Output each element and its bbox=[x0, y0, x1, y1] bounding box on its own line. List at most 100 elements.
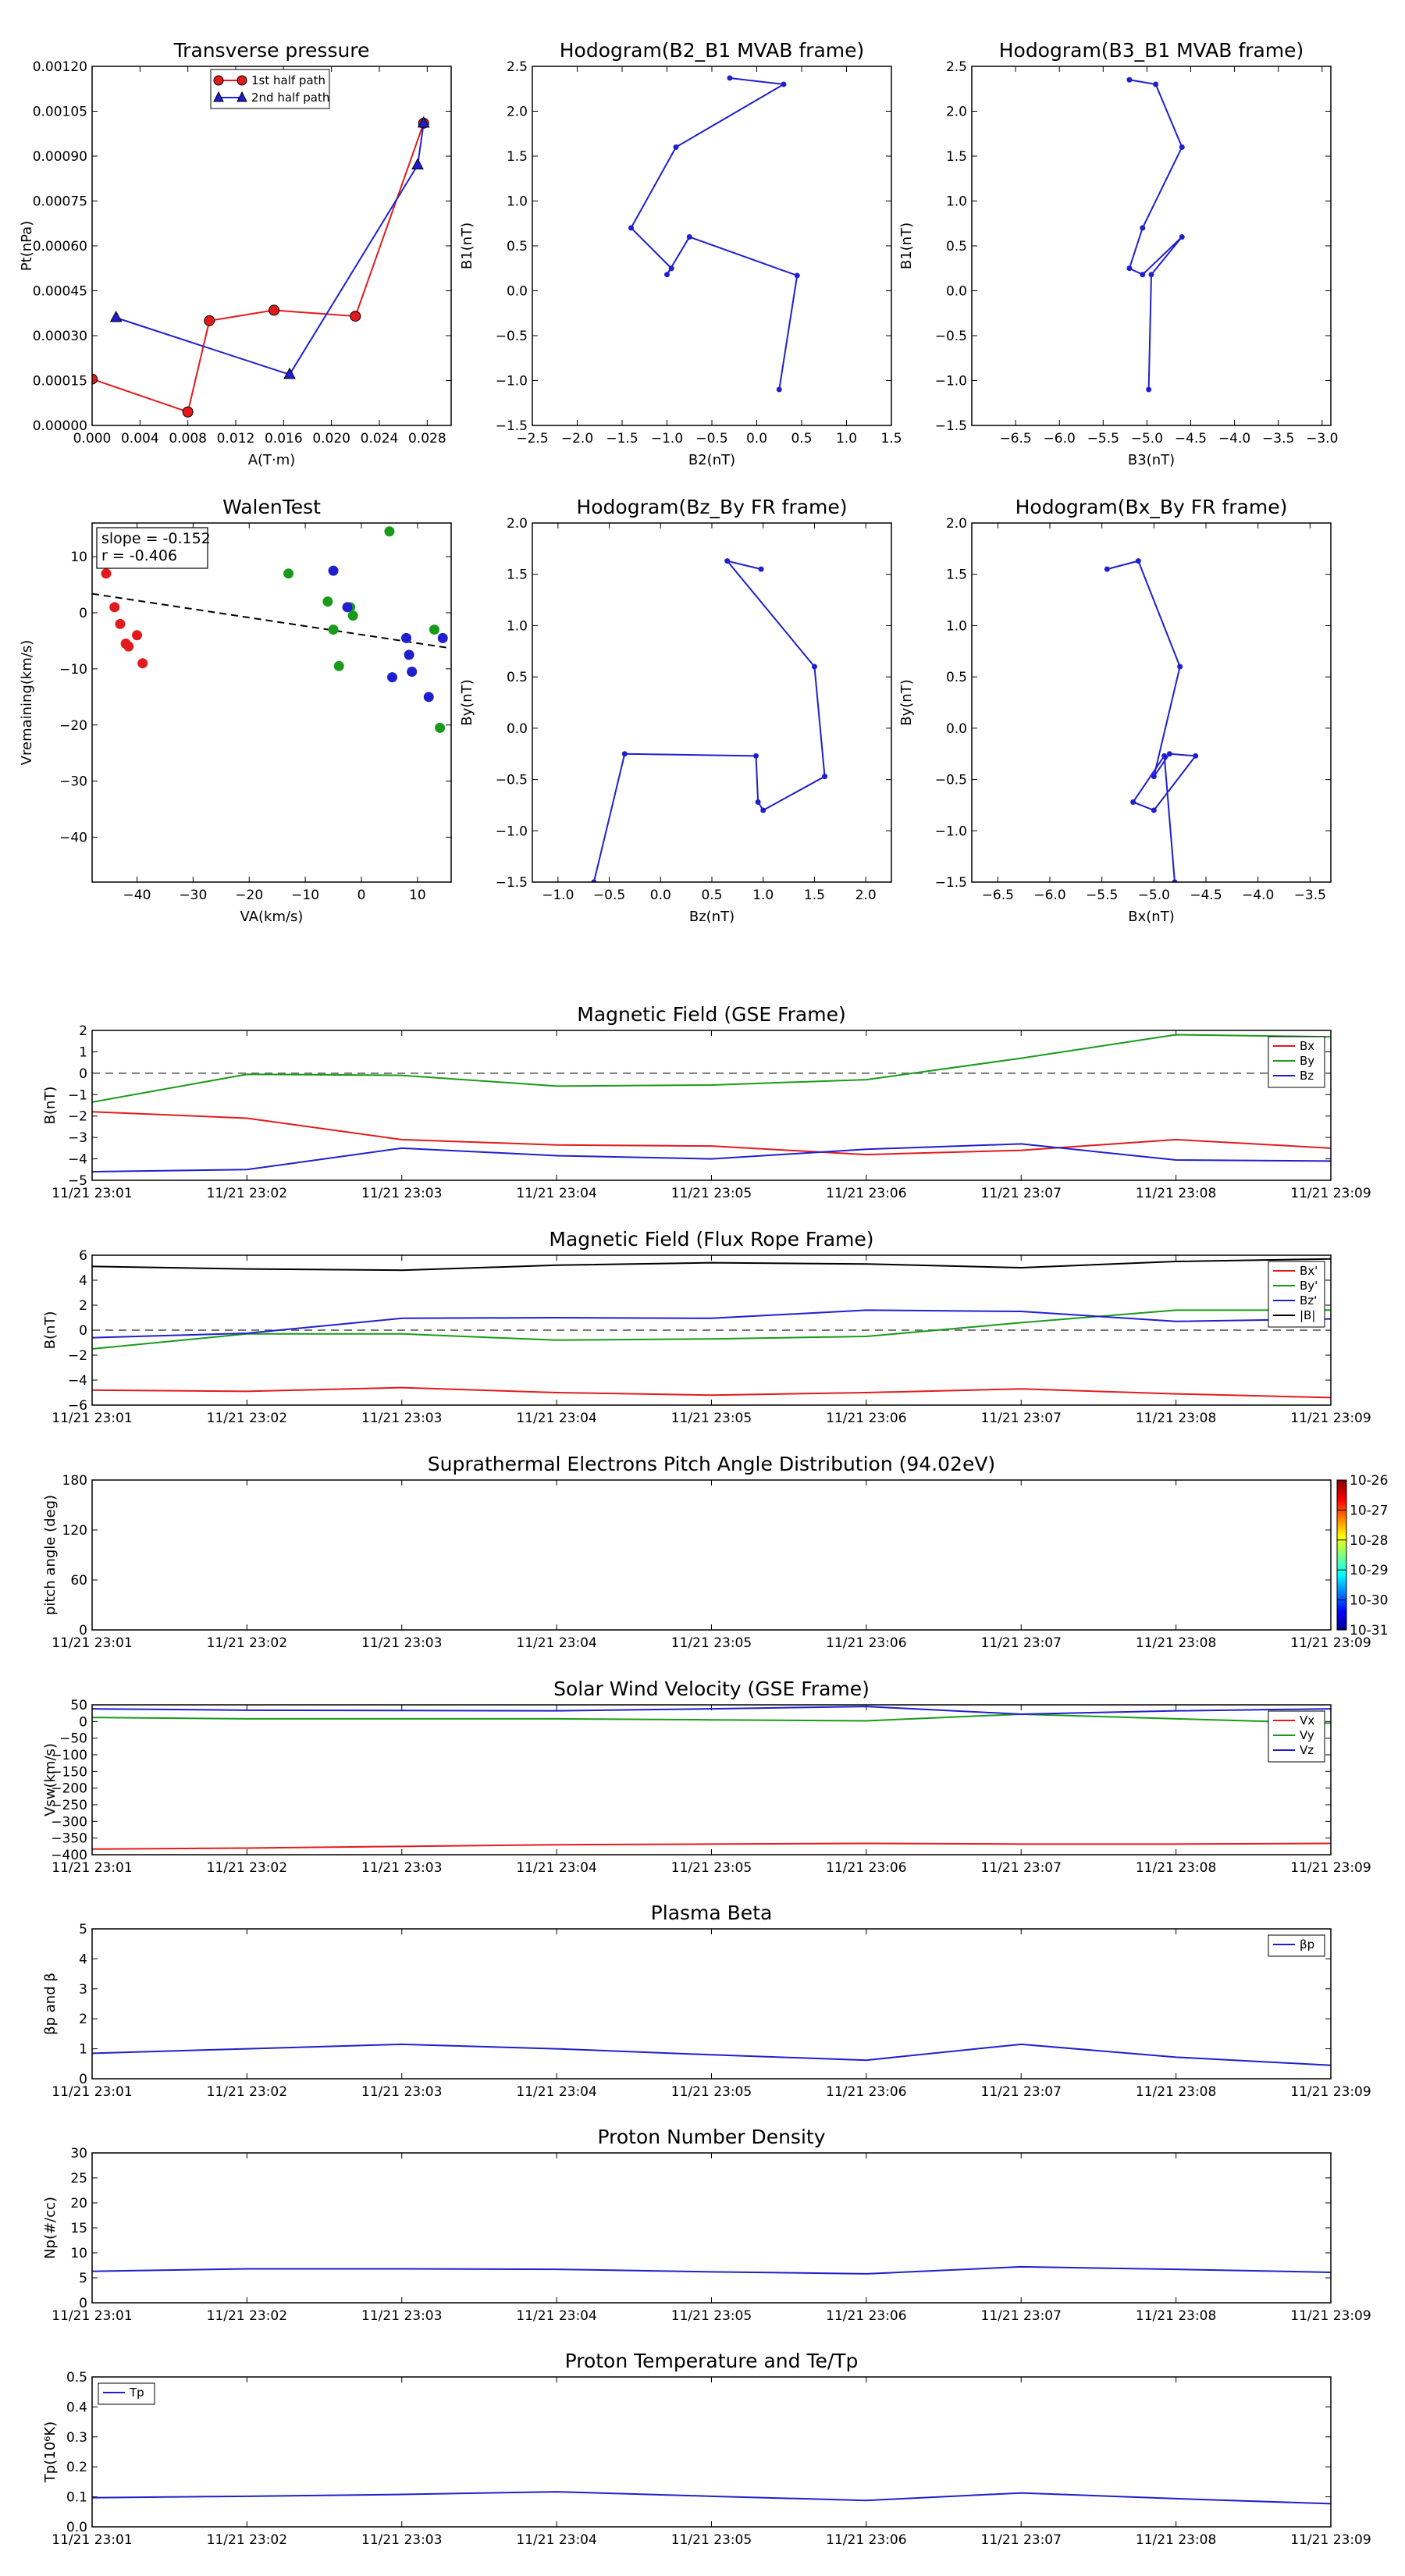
y-tick-label: 0.0 bbox=[946, 284, 967, 300]
y-tick-label: 1.0 bbox=[946, 618, 967, 634]
x-tick-label: 1.0 bbox=[836, 431, 857, 447]
y-tick-label: 0.00015 bbox=[33, 374, 87, 390]
x-tick-label: 11/21 23:05 bbox=[671, 1411, 752, 1426]
x-tick-label: 0.020 bbox=[312, 431, 350, 447]
y-tick-label: 20 bbox=[70, 2196, 87, 2211]
chart-title: Magnetic Field (GSE Frame) bbox=[577, 1003, 845, 1026]
data-point bbox=[204, 315, 215, 326]
x-tick-label: 11/21 23:07 bbox=[981, 2532, 1062, 2548]
x-tick-label: 11/21 23:02 bbox=[207, 2308, 287, 2324]
data-point bbox=[350, 311, 361, 322]
y-tick-label: 50 bbox=[70, 1698, 87, 1713]
legend: 1st half path 2nd half path bbox=[210, 69, 330, 109]
x-tick-label: −5.5 bbox=[1086, 888, 1118, 903]
chart-t4: Solar Wind Velocity (GSE Frame)−400−350−… bbox=[42, 1678, 1371, 1876]
x-tick-label: 11/21 23:03 bbox=[361, 1860, 442, 1876]
x-axis-label: B2(nT) bbox=[688, 452, 735, 468]
x-tick-label: 11/21 23:05 bbox=[671, 1635, 752, 1651]
y-tick-label: −1 bbox=[68, 1087, 87, 1103]
plot-area bbox=[628, 75, 800, 393]
x-tick-label: −5.0 bbox=[1131, 431, 1163, 447]
data-point bbox=[93, 512, 103, 522]
y-tick-label: 0 bbox=[79, 1623, 87, 1638]
y-tick-label: 1 bbox=[79, 2042, 87, 2058]
x-tick-label: 11/21 23:03 bbox=[361, 2308, 442, 2324]
chart-title: Hodogram(B2_B1 MVAB frame) bbox=[560, 39, 865, 62]
plot-frame bbox=[532, 66, 892, 426]
y-tick-label: 0.3 bbox=[66, 2430, 87, 2446]
y-tick-label: −1.0 bbox=[935, 374, 967, 390]
series-line bbox=[92, 2043, 1331, 2066]
x-tick-label: −2.0 bbox=[561, 431, 593, 447]
series-line bbox=[92, 1309, 1331, 1339]
data-point bbox=[1140, 272, 1146, 278]
x-tick-label: −0.5 bbox=[593, 888, 625, 903]
data-point bbox=[753, 753, 759, 759]
x-tick-label: 11/21 23:09 bbox=[1290, 2084, 1371, 2100]
data-point bbox=[1193, 753, 1199, 759]
x-tick-label: 11/21 23:05 bbox=[671, 2532, 752, 2548]
y-tick-label: −30 bbox=[59, 774, 87, 790]
y-tick-label: 4 bbox=[79, 1952, 87, 1967]
y-tick-label: −1.5 bbox=[935, 418, 967, 434]
plot-area bbox=[92, 2043, 1331, 2066]
data-point bbox=[1172, 879, 1178, 882]
y-tick-label: −20 bbox=[59, 718, 87, 734]
x-tick-label: 11/21 23:03 bbox=[361, 2532, 442, 2548]
data-point bbox=[435, 722, 446, 733]
x-tick-label: 11/21 23:08 bbox=[1136, 1635, 1216, 1651]
x-tick-label: 11/21 23:03 bbox=[361, 1411, 442, 1426]
legend: βp bbox=[1268, 1934, 1325, 1957]
x-tick-label: 11/21 23:01 bbox=[52, 1411, 132, 1426]
x-tick-label: 11/21 23:08 bbox=[1136, 1411, 1216, 1426]
x-tick-label: 11/21 23:05 bbox=[671, 1860, 752, 1876]
x-tick-label: 11/21 23:08 bbox=[1136, 1860, 1216, 1876]
y-tick-label: 0.0 bbox=[66, 2520, 87, 2535]
data-point bbox=[404, 649, 414, 660]
x-tick-label: −3.5 bbox=[1294, 888, 1326, 903]
x-tick-label: −30 bbox=[179, 888, 207, 903]
x-tick-label: 0.008 bbox=[169, 431, 207, 447]
data-point bbox=[760, 807, 767, 813]
series-line bbox=[630, 76, 799, 390]
x-tick-label: 11/21 23:08 bbox=[1136, 2084, 1216, 2100]
data-point bbox=[63, 346, 73, 356]
data-point bbox=[1179, 234, 1185, 240]
x-tick-label: 11/21 23:08 bbox=[1136, 2308, 1216, 2324]
chart-title: WalenTest bbox=[222, 496, 321, 518]
y-tick-label: −1.0 bbox=[496, 374, 528, 390]
legend-marker bbox=[213, 91, 224, 102]
annotation-box bbox=[96, 527, 208, 569]
x-tick-label: 11/21 23:08 bbox=[1136, 1186, 1216, 1201]
x-tick-label: 11/21 23:06 bbox=[826, 1860, 906, 1876]
data-point bbox=[776, 386, 782, 393]
series-line bbox=[92, 1309, 1331, 1350]
legend-label: By bbox=[1300, 1054, 1314, 1068]
data-point bbox=[437, 632, 448, 643]
x-tick-label: 11/21 23:02 bbox=[207, 2084, 287, 2100]
legend-marker bbox=[213, 75, 224, 86]
x-axis-label: VA(km/s) bbox=[240, 909, 304, 925]
data-point bbox=[686, 234, 692, 240]
y-tick-label: −40 bbox=[59, 831, 87, 846]
y-tick-label: 0 bbox=[79, 2072, 87, 2087]
y-tick-label: −1.5 bbox=[496, 875, 528, 891]
x-tick-label: −10 bbox=[291, 888, 319, 903]
data-point bbox=[132, 630, 142, 641]
y-tick-label: 1.5 bbox=[507, 568, 528, 583]
y-tick-label: 180 bbox=[62, 1473, 87, 1489]
y-tick-label: −0.5 bbox=[935, 329, 967, 344]
chart-title: Solar Wind Velocity (GSE Frame) bbox=[553, 1678, 870, 1700]
data-point bbox=[1179, 144, 1185, 150]
x-tick-label: 11/21 23:09 bbox=[1290, 1411, 1371, 1426]
y-tick-label: −1.5 bbox=[496, 418, 528, 434]
x-tick-label: 11/21 23:03 bbox=[361, 1186, 442, 1201]
y-tick-label: −0.5 bbox=[935, 773, 967, 788]
x-tick-label: −1.0 bbox=[651, 431, 683, 447]
y-tick-label: 0 bbox=[79, 1714, 87, 1730]
y-tick-label: 1.5 bbox=[946, 568, 967, 583]
y-axis-label: Np(#/cc) bbox=[42, 2197, 59, 2259]
data-point bbox=[1166, 751, 1172, 757]
x-tick-label: 11/21 23:04 bbox=[516, 2532, 596, 2548]
annotation-text: r = -0.406 bbox=[101, 547, 177, 564]
